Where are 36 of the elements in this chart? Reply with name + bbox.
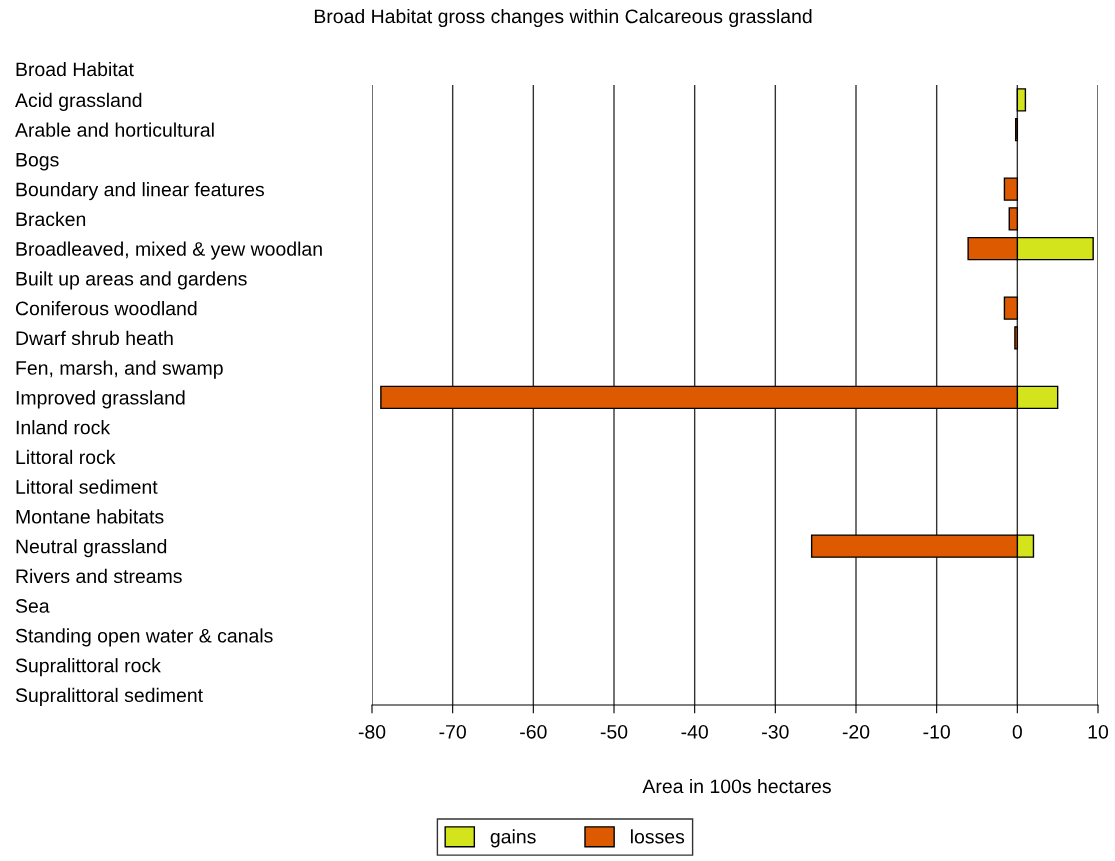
x-tick-label: -70 — [439, 724, 466, 739]
y-tick-label: Neutral grassland — [16, 539, 167, 558]
y-tick-label: Littoral sediment — [16, 479, 158, 494]
x-tick-label: -20 — [842, 724, 870, 739]
y-tick-label: Supralittoral sediment — [15, 687, 203, 706]
y-tick-label: Arable and horticultural — [15, 122, 214, 137]
x-tick-label: -80 — [358, 724, 386, 739]
y-tick-label: Broadleaved, mixed & yew woodlan — [16, 241, 322, 260]
x-tick-label: -30 — [762, 724, 789, 739]
y-tick-label: Fen, marsh, and swamp — [16, 360, 223, 379]
x-tick-label: 0 — [1012, 724, 1022, 739]
chart-title: Broad Habitat gross changes within Calcareous grassland — [314, 8, 812, 28]
y-tick-label: Coniferous woodland — [15, 301, 197, 316]
y-tick-label: Sea — [15, 599, 50, 613]
y-tick-label: Acid grassland — [15, 92, 142, 111]
y-tick-label: Montane habitats — [16, 509, 164, 524]
y-tick-label: Boundary and linear features — [16, 182, 264, 201]
y-tick-label: Built up areas and gardens — [16, 271, 247, 290]
y-tick-label: Littoral rock — [16, 449, 116, 465]
y-tick-label: Standing open water & canals — [15, 628, 273, 647]
legend-label: gains — [490, 829, 536, 848]
x-tick-label: -10 — [923, 724, 950, 739]
x-axis-title: Area in 100s hectares — [642, 778, 831, 794]
x-tick-label: -40 — [681, 724, 708, 739]
x-tick-label: 10 — [1088, 724, 1109, 739]
y-tick-label: Bracken — [16, 211, 86, 227]
x-tick-label: -60 — [520, 724, 547, 739]
legend-label: losses — [631, 829, 685, 844]
y-tick-label: Inland rock — [16, 420, 111, 435]
x-tick-label: -50 — [600, 724, 628, 739]
y-tick-label: Rivers and streams — [16, 568, 182, 584]
y-tick-label: Bogs — [16, 153, 59, 171]
y-tick-label: Dwarf shrub heath — [16, 330, 173, 346]
y-tick-label: Improved grassland — [16, 390, 185, 409]
y-tick-label: Supralittoral rock — [15, 658, 161, 677]
y-axis-title: Broad Habitat — [16, 61, 134, 77]
